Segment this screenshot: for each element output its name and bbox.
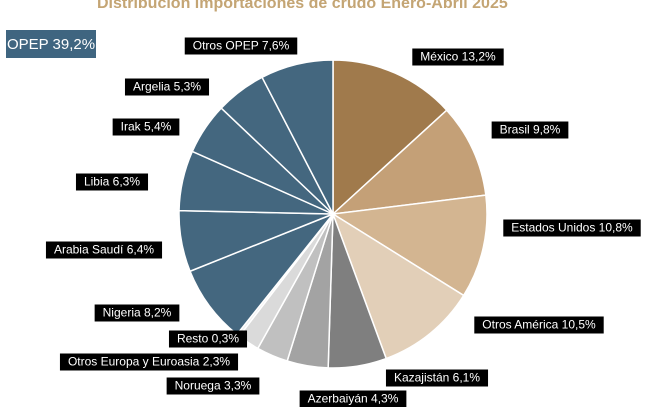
value-label: 10,8% (599, 221, 633, 235)
value-label: 6,3% (113, 175, 141, 189)
category-name: Nigeria (103, 306, 141, 320)
value-label: 5,4% (144, 120, 172, 134)
category-name: Argelia (133, 80, 171, 94)
slice-label: Nigeria 8,2% (103, 306, 172, 320)
label-box (385, 369, 489, 387)
value-label: 6,1% (453, 371, 481, 385)
category-name: Arabia Saudí (54, 243, 124, 257)
value-label: 0,3% (212, 332, 240, 346)
annotation-box (6, 30, 96, 58)
value-label: 4,3% (371, 392, 399, 406)
label-box (168, 330, 248, 348)
slice-label: Azerbaiyán 4,3% (308, 392, 399, 406)
category-name: Brasil (500, 123, 530, 137)
slice-label: Otros Europa y Euroasia 2,3% (68, 355, 230, 369)
slice-label: Estados Unidos 10,8% (511, 221, 633, 235)
label-box (166, 377, 260, 395)
value-label: 3,3% (224, 379, 252, 393)
category-name: Resto (177, 332, 209, 346)
label-box (474, 316, 604, 334)
slice-label: Otros OPEP 7,6% (193, 39, 290, 53)
label-box (59, 353, 239, 371)
slice-label: Libia 6,3% (84, 175, 140, 189)
label-box (491, 121, 569, 139)
chart-title: Distribución importaciones de crudo Ener… (97, 0, 508, 12)
value-label: 13,2% (462, 50, 496, 64)
slice-label: México 13,2% (420, 50, 496, 64)
label-box (112, 118, 180, 136)
category-name: Otros Europa y Euroasia (68, 355, 200, 369)
value-label: 2,3% (203, 355, 231, 369)
slice-label: Brasil 9,8% (500, 123, 561, 137)
category-name: Noruega (175, 379, 221, 393)
slice-label: Resto 0,3% (177, 332, 239, 346)
value-label: 10,5% (562, 318, 596, 332)
value-label: 8,2% (144, 306, 172, 320)
slice (330, 109, 487, 216)
slice-label: Noruega 3,3% (175, 379, 252, 393)
category-name: Otros América (482, 318, 558, 332)
value-label: 7,6% (262, 39, 290, 53)
slice (261, 59, 334, 215)
slice (331, 212, 465, 360)
slice-label: Argelia 5,3% (133, 80, 201, 94)
label-box (299, 390, 407, 407)
label-box (45, 241, 163, 259)
label-box (503, 219, 641, 237)
slice-label: Kazajistán 6,1% (394, 371, 480, 385)
label-box (412, 48, 504, 66)
value-label: 9,8% (533, 123, 561, 137)
slice-label: Irak 5,4% (121, 120, 172, 134)
category-name: Otros OPEP (193, 39, 259, 53)
category-name: Azerbaiyán (308, 392, 368, 406)
label-box (75, 173, 149, 191)
label-box (124, 78, 210, 96)
value-label: 5,3% (174, 80, 202, 94)
category-name: Libia (84, 175, 110, 189)
slice (330, 194, 488, 297)
category-name: México (420, 50, 458, 64)
slice-label: Otros América 10,5% (482, 318, 596, 332)
label-box (184, 37, 298, 55)
slice-label: Arabia Saudí 6,4% (54, 243, 154, 257)
value-label: 6,4% (127, 243, 155, 257)
slice (332, 59, 448, 216)
category-name: Estados Unidos (511, 221, 595, 235)
category-name: Kazajistán (394, 371, 449, 385)
annotation: OPEP 39,2% (7, 36, 95, 53)
label-box (94, 304, 180, 322)
category-name: Irak (121, 120, 142, 134)
